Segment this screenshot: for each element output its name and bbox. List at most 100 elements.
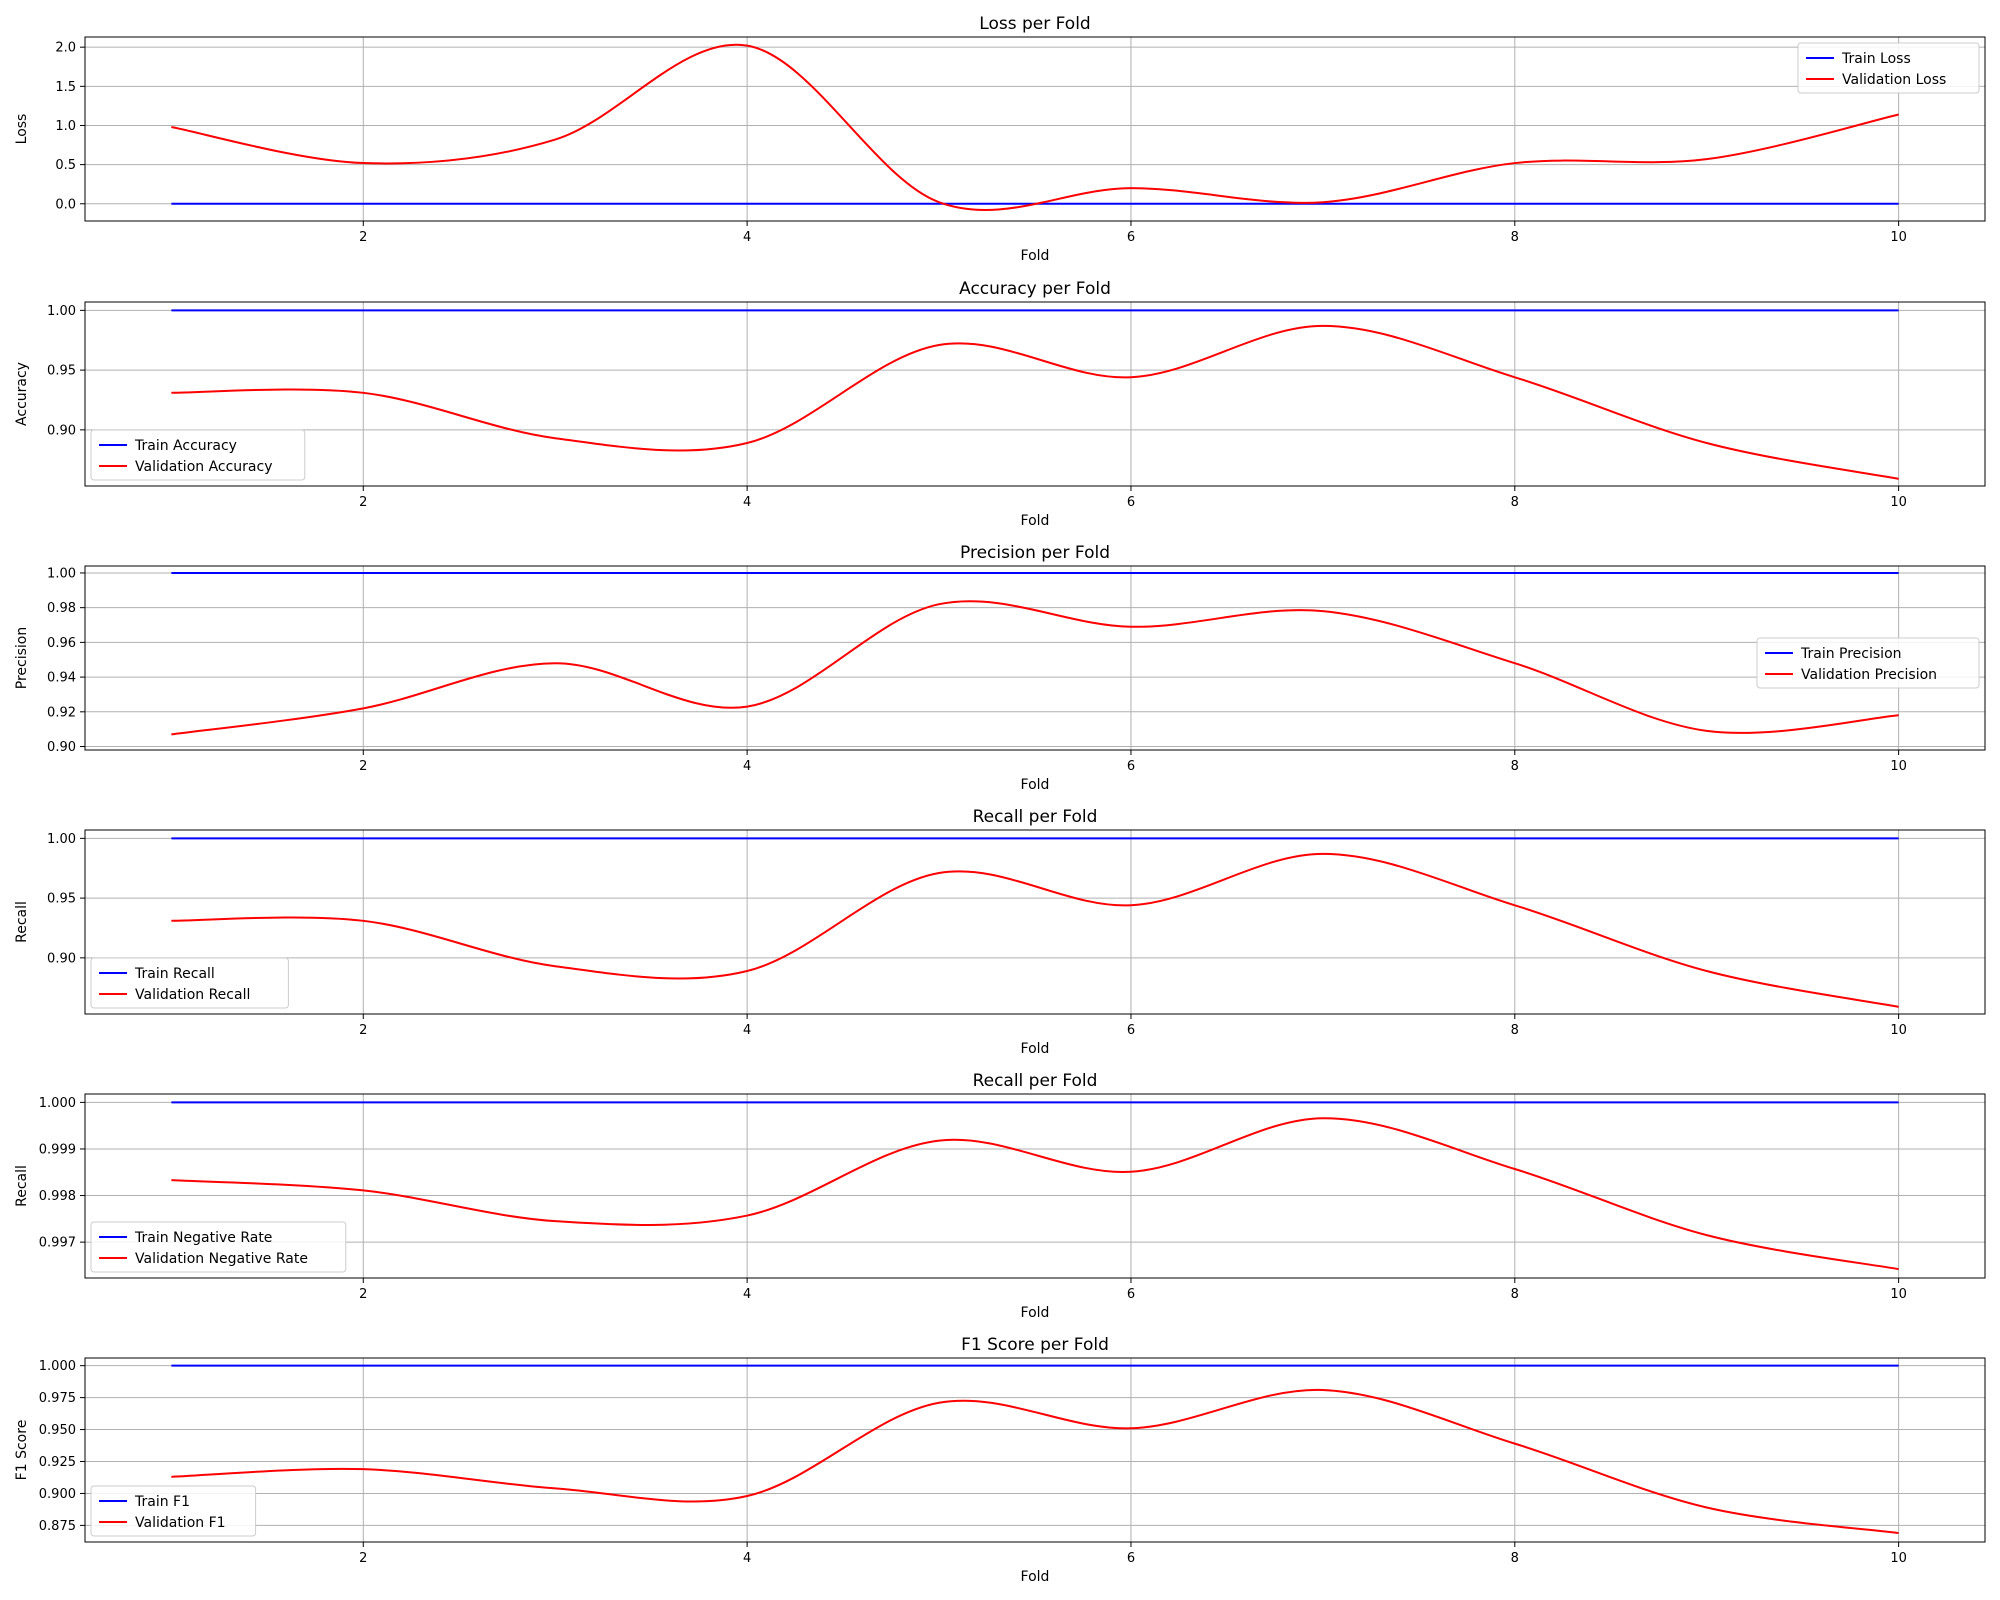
y-tick-label: 0.96 xyxy=(47,636,76,651)
legend-label: Validation Precision xyxy=(1801,667,1937,683)
axes-frame xyxy=(84,1357,1986,1543)
y-tick-label: 1.5 xyxy=(55,80,76,95)
x-tick-label: 4 xyxy=(743,759,751,774)
y-tick-label: 0.5 xyxy=(55,158,76,173)
x-tick-label: 10 xyxy=(1890,495,1907,510)
subplot-title: Precision per Fold xyxy=(960,543,1110,563)
series-line-validation xyxy=(171,600,1899,736)
y-tick-label: 0.925 xyxy=(39,1455,76,1470)
x-tick-label: 10 xyxy=(1890,759,1907,774)
y-axis-label: F1 Score xyxy=(14,1420,30,1481)
y-axis-label: Precision xyxy=(14,627,30,689)
x-tick-label: 2 xyxy=(359,1023,367,1038)
legend-box xyxy=(90,1485,257,1537)
x-tick-label: 2 xyxy=(359,495,367,510)
y-tick-label: 0.95 xyxy=(47,892,76,907)
x-tick-label: 4 xyxy=(743,1287,751,1302)
x-tick-label: 4 xyxy=(743,230,751,245)
y-tick-label: 0.94 xyxy=(47,671,76,686)
x-axis-label: Fold xyxy=(1021,1569,1050,1585)
legend: Train Negative Rate Validation Negative R… xyxy=(90,1221,347,1273)
legend-box xyxy=(90,957,289,1009)
legend-label: Validation Accuracy xyxy=(135,459,273,475)
x-tick-label: 4 xyxy=(743,1023,751,1038)
legend-label: Validation Negative Rate xyxy=(135,1251,308,1267)
x-tick-label: 8 xyxy=(1511,1023,1519,1038)
subplot-4: 2 4 6 8 10 0.90 0.95 1.00 Recall per Fold Fold Rec… xyxy=(14,807,1986,1057)
axes-frame xyxy=(84,301,1986,487)
y-tick-label: 0.950 xyxy=(39,1423,76,1438)
legend-label: Train Recall xyxy=(134,966,215,982)
series-line-validation xyxy=(171,1388,1899,1535)
x-tick-label: 2 xyxy=(359,1287,367,1302)
series-line-validation xyxy=(171,1117,1899,1271)
y-tick-label: 1.0 xyxy=(55,119,76,134)
y-tick-label: 0.92 xyxy=(47,705,76,720)
y-tick-label: 0.90 xyxy=(47,423,76,438)
subplot-6: 2 4 6 8 10 0.875 0.900 0.925 0.950 0.975 1.000 F1 S… xyxy=(14,1335,1986,1585)
y-tick-label: 0.975 xyxy=(39,1391,76,1406)
subplot-title: Loss per Fold xyxy=(979,14,1090,34)
y-tick-label: 0.875 xyxy=(39,1519,76,1534)
subplot-title: F1 Score per Fold xyxy=(961,1335,1109,1355)
legend-box xyxy=(90,429,306,481)
x-tick-label: 10 xyxy=(1890,1287,1907,1302)
legend-label: Validation Recall xyxy=(135,987,250,1003)
x-tick-label: 6 xyxy=(1127,1287,1135,1302)
y-axis-label: Recall xyxy=(14,901,30,943)
legend-box xyxy=(1797,42,1980,94)
y-tick-label: 0.900 xyxy=(39,1487,76,1502)
x-tick-label: 2 xyxy=(359,759,367,774)
x-axis-label: Fold xyxy=(1021,513,1050,529)
axes-frame xyxy=(84,565,1986,751)
axes-frame xyxy=(84,36,1986,222)
y-axis-label: Recall xyxy=(14,1165,30,1207)
y-tick-label: 0.998 xyxy=(39,1189,76,1204)
x-tick-label: 10 xyxy=(1890,1023,1907,1038)
y-tick-label: 0.999 xyxy=(39,1142,76,1157)
legend-label: Train F1 xyxy=(134,1494,190,1510)
x-tick-label: 8 xyxy=(1511,495,1519,510)
x-axis-label: Fold xyxy=(1021,1305,1050,1321)
subplot-title: Recall per Fold xyxy=(973,807,1098,827)
subplot-title: Accuracy per Fold xyxy=(959,279,1111,299)
y-tick-label: 0.997 xyxy=(39,1236,76,1251)
legend: Train F1 Validation F1 xyxy=(90,1485,257,1537)
y-axis-label: Accuracy xyxy=(14,362,30,426)
series-line-validation xyxy=(171,324,1899,480)
legend: Train Precision Validation Precision xyxy=(1756,637,1980,689)
subplot-1: 2 4 6 8 10 0.0 0.5 1.0 1.5 2.0 Loss per Fold Fold Lo… xyxy=(14,14,1986,264)
y-tick-label: 1.00 xyxy=(47,566,76,581)
y-tick-label: 0.90 xyxy=(47,740,76,755)
series-line-validation xyxy=(171,43,1899,211)
y-tick-label: 2.0 xyxy=(55,41,76,56)
legend: Train Loss Validation Loss xyxy=(1797,42,1980,94)
y-tick-label: 0.90 xyxy=(47,951,76,966)
subplot-3: 2 4 6 8 10 0.90 0.92 0.94 0.96 0.98 1.00 Precision … xyxy=(14,543,1986,793)
legend-label: Train Loss xyxy=(1841,51,1911,67)
y-axis-label: Loss xyxy=(14,114,30,145)
subplot-5: 2 4 6 8 10 0.997 0.998 0.999 1.000 Recall per Fol… xyxy=(14,1071,1986,1321)
legend-label: Train Negative Rate xyxy=(134,1230,272,1246)
y-tick-label: 1.00 xyxy=(47,832,76,847)
x-axis-label: Fold xyxy=(1021,777,1050,793)
x-tick-label: 10 xyxy=(1890,1551,1907,1566)
x-tick-label: 6 xyxy=(1127,1023,1135,1038)
axes-frame xyxy=(84,1093,1986,1279)
x-axis-label: Fold xyxy=(1021,248,1050,264)
x-tick-label: 8 xyxy=(1511,759,1519,774)
x-tick-label: 6 xyxy=(1127,495,1135,510)
axes-frame xyxy=(84,829,1986,1015)
legend: Train Recall Validation Recall xyxy=(90,957,289,1009)
legend-label: Validation Loss xyxy=(1842,72,1946,88)
y-tick-label: 0.0 xyxy=(55,197,76,212)
x-tick-label: 8 xyxy=(1511,1551,1519,1566)
legend-box xyxy=(90,1221,347,1273)
legend-label: Validation F1 xyxy=(135,1515,226,1531)
x-tick-label: 4 xyxy=(743,1551,751,1566)
x-tick-label: 8 xyxy=(1511,1287,1519,1302)
x-tick-label: 4 xyxy=(743,495,751,510)
y-tick-label: 1.000 xyxy=(39,1096,76,1111)
legend-label: Train Accuracy xyxy=(134,438,237,454)
